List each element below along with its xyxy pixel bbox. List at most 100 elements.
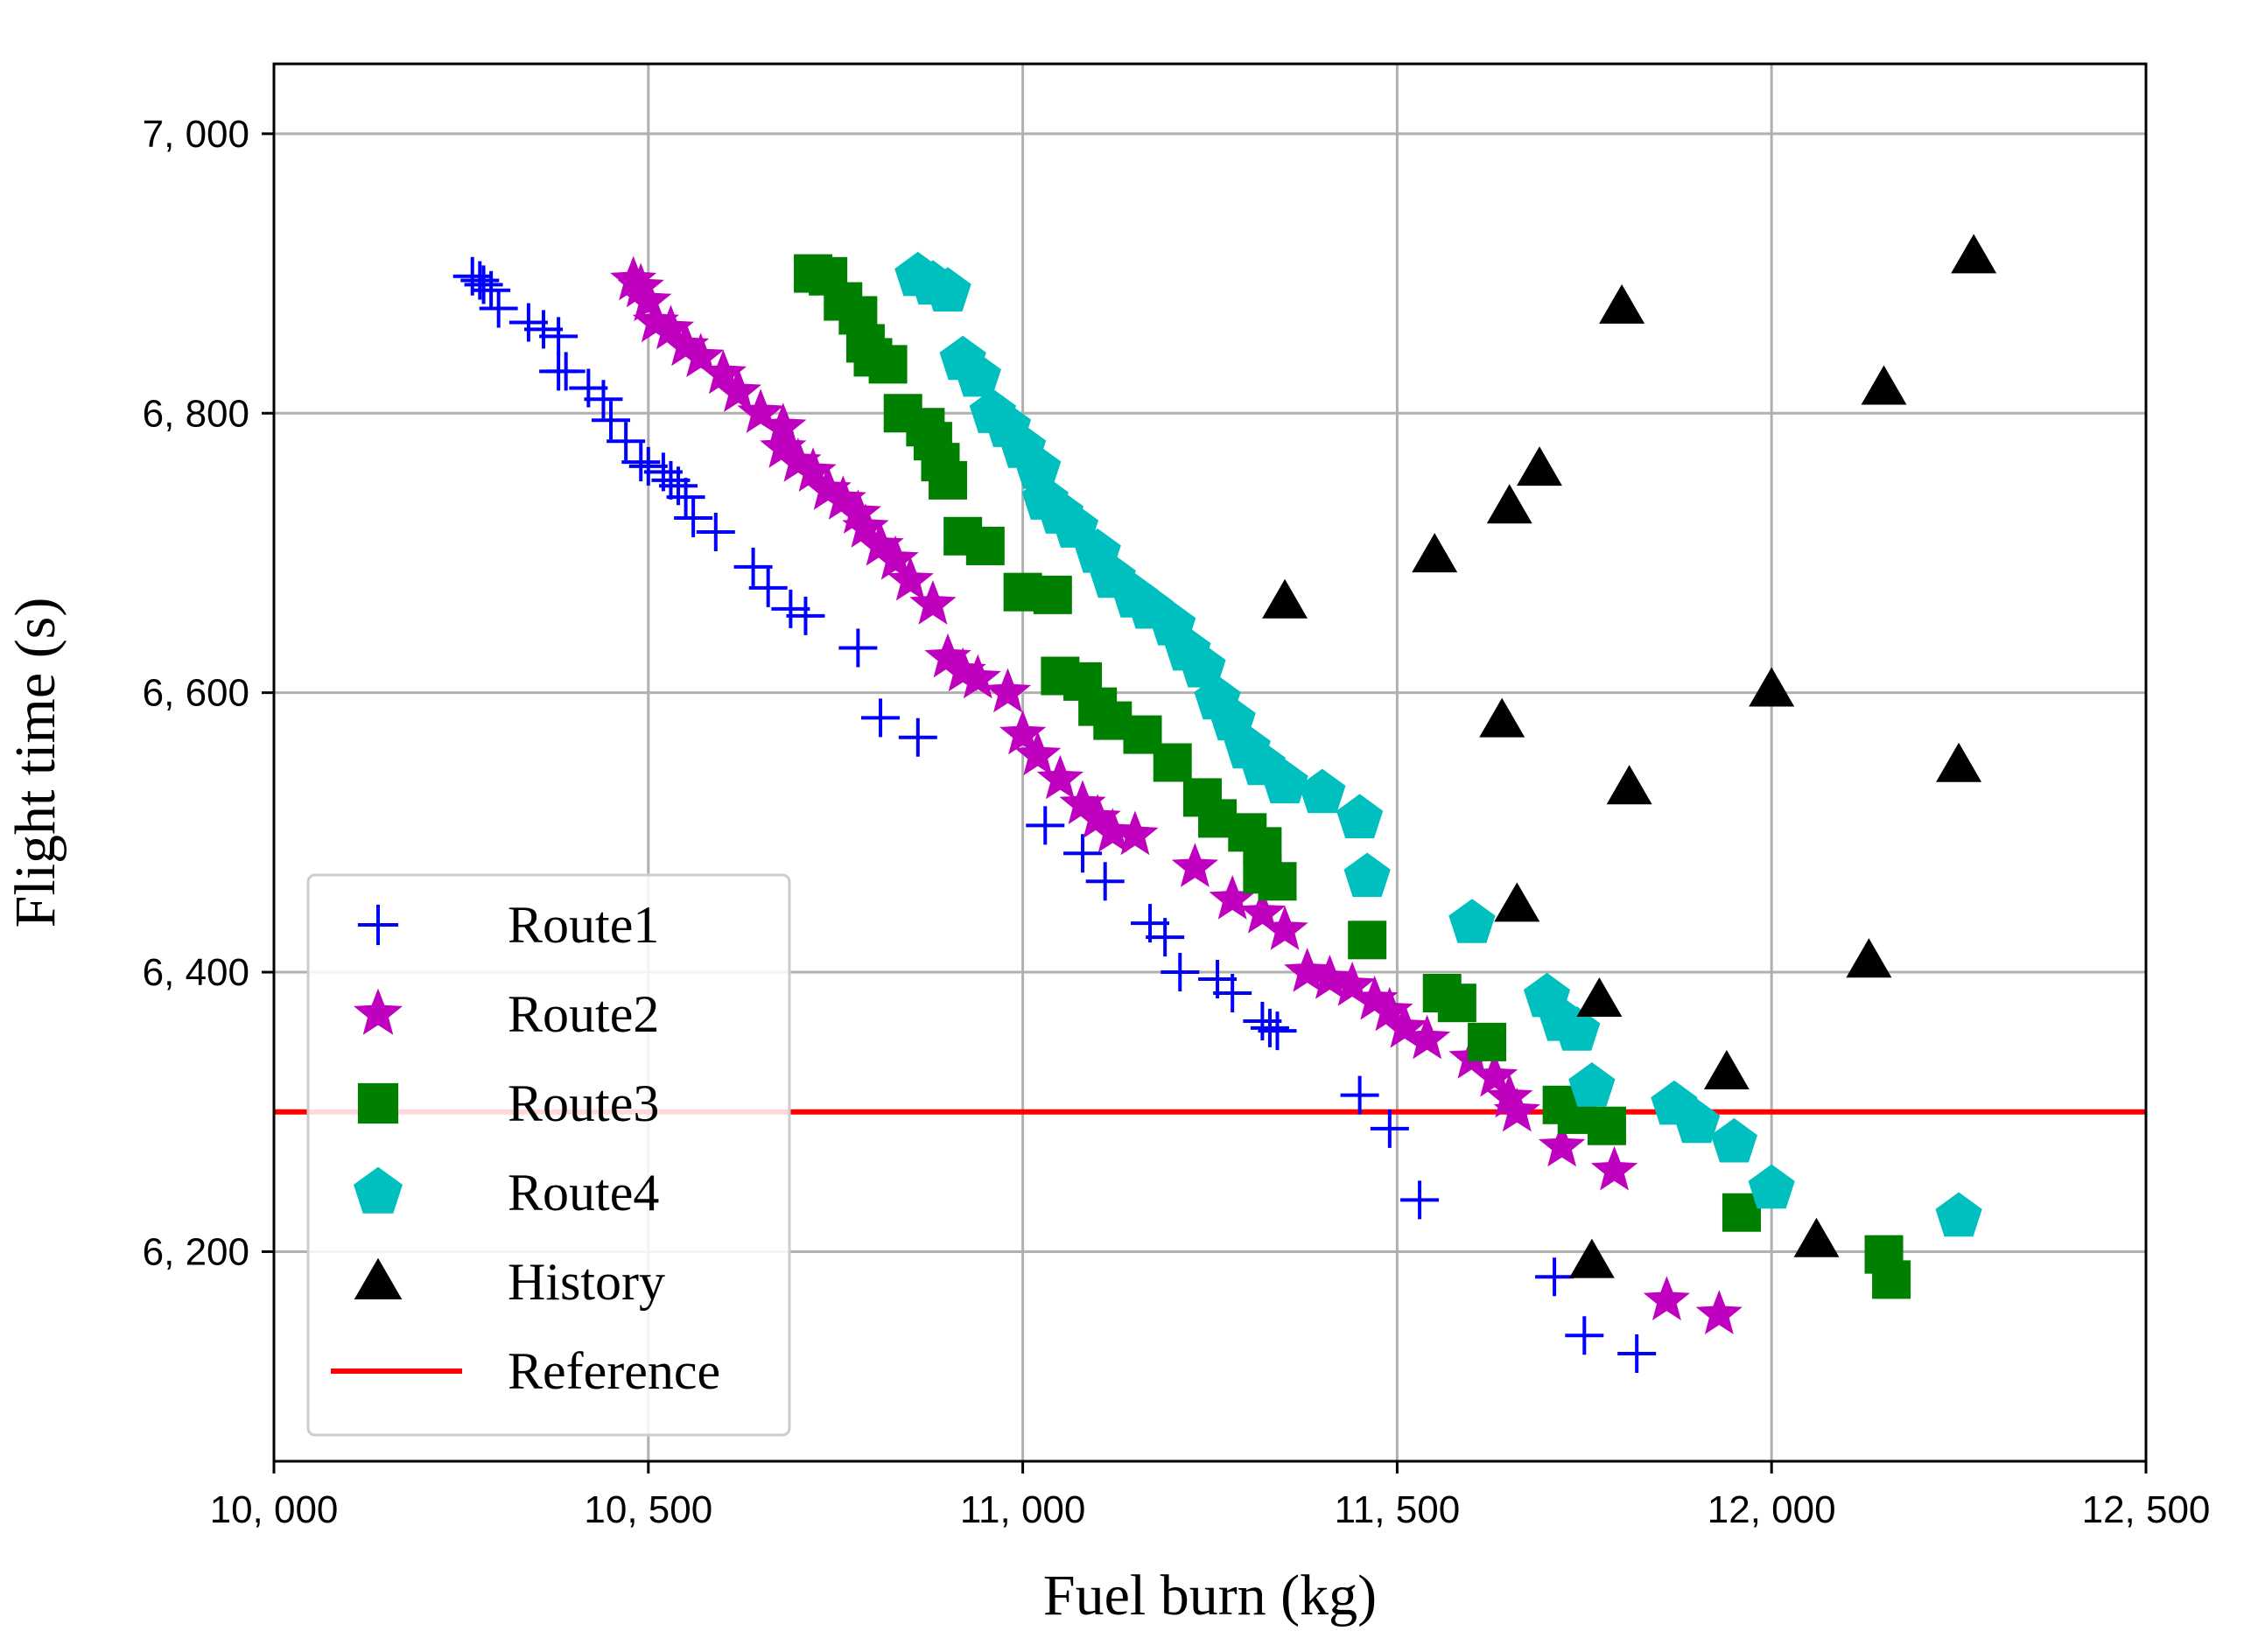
data-point-route2 [909, 580, 957, 625]
data-point-route1 [546, 352, 586, 391]
data-point-route2 [1351, 976, 1399, 1020]
data-point-route1 [1565, 1316, 1604, 1355]
x-tick-label: 10, 500 [584, 1488, 712, 1531]
data-point-route2 [1209, 875, 1256, 920]
x-tick-label: 11, 000 [960, 1488, 1086, 1531]
data-point-route1 [1063, 834, 1103, 873]
legend-label-history: History [508, 1253, 665, 1311]
data-point-route1 [1535, 1257, 1574, 1297]
data-point-route4 [1673, 1098, 1721, 1144]
y-tick-label: 6, 400 [143, 951, 249, 994]
data-point-route1 [1340, 1075, 1379, 1115]
data-point-route2 [647, 304, 695, 350]
data-point-route2 [1238, 889, 1286, 934]
data-point-route2 [632, 298, 679, 343]
legend-label-route2: Route2 [508, 985, 659, 1043]
data-point-route4 [1014, 444, 1062, 489]
data-point-route1 [1243, 1001, 1282, 1040]
data-point-route2 [760, 424, 807, 468]
x-tick-label: 12, 000 [1708, 1488, 1836, 1531]
data-points [452, 234, 1997, 1374]
data-point-route2 [887, 556, 934, 601]
data-point-history [1861, 365, 1907, 405]
data-point-route2 [939, 647, 986, 692]
data-point-route1 [539, 317, 579, 356]
legend: Route1 Route2 Route3 Route4 History Reference [306, 873, 791, 1437]
data-point-route1 [584, 380, 623, 419]
y-axis-title: Flight time (s) [4, 598, 67, 928]
data-point-route1 [651, 460, 691, 500]
data-point-route1 [508, 303, 548, 342]
data-point-route2 [1381, 1003, 1428, 1048]
data-point-route3 [868, 345, 908, 384]
data-point-route1 [524, 310, 564, 349]
data-point-route2 [1284, 948, 1331, 992]
legend-label-route4: Route4 [508, 1164, 659, 1222]
data-point-history [1486, 484, 1532, 524]
legend-label-route3: Route3 [508, 1074, 659, 1132]
data-point-route2 [924, 633, 971, 678]
series-route1 [452, 256, 1657, 1374]
data-point-route2 [1404, 1014, 1451, 1060]
data-point-route4 [1448, 899, 1496, 943]
series-route2 [610, 256, 1743, 1334]
data-point-route1 [1161, 953, 1200, 992]
y-tick-label: 6, 200 [143, 1230, 249, 1273]
data-point-route3 [1872, 1260, 1911, 1299]
data-point-route2 [1306, 955, 1353, 999]
data-point-route2 [617, 262, 664, 308]
data-point-route2 [737, 388, 784, 433]
axis-ticks: 10, 000 10, 500 11, 000 11, 500 12, 000 12, 5… [143, 113, 2211, 1531]
data-point-route2 [1089, 808, 1136, 852]
data-point-route1 [1617, 1334, 1657, 1374]
data-point-route2 [1074, 794, 1121, 838]
data-point-route2 [834, 489, 881, 534]
data-point-route2 [819, 475, 866, 520]
x-axis-title: Fuel burn (kg) [1043, 1564, 1377, 1628]
data-point-history [1262, 578, 1308, 619]
data-point-route3 [965, 526, 1005, 565]
data-point-route2 [1486, 1073, 1533, 1118]
data-point-route3 [1468, 1022, 1507, 1061]
data-point-route1 [1258, 1012, 1297, 1051]
data-point-route2 [1590, 1145, 1638, 1191]
series-history [1262, 234, 1997, 1278]
data-point-route1 [1213, 974, 1252, 1013]
data-point-history [1479, 697, 1525, 738]
data-point-route4 [1299, 768, 1346, 814]
data-point-route1 [748, 568, 788, 607]
data-point-history [1951, 234, 1997, 274]
data-point-history [1703, 1050, 1750, 1089]
data-point-route2 [999, 710, 1047, 755]
data-point-route2 [1643, 1276, 1690, 1320]
data-point-route1 [666, 478, 705, 517]
data-point-route3 [1587, 1106, 1626, 1145]
data-point-history [1517, 446, 1562, 486]
data-point-history [1412, 533, 1458, 573]
data-point-history [1749, 667, 1795, 707]
legend-marker-route4 [354, 1166, 403, 1214]
data-point-route1 [1146, 918, 1185, 957]
data-point-route1 [786, 596, 825, 635]
data-point-route1 [898, 718, 937, 757]
data-point-route1 [1400, 1180, 1440, 1220]
data-point-route1 [1026, 806, 1065, 845]
data-point-route4 [1568, 1062, 1616, 1107]
data-point-route1 [621, 443, 661, 482]
data-point-route2 [1111, 810, 1159, 856]
data-point-route1 [771, 589, 810, 628]
legend-box [306, 873, 791, 1437]
data-point-route3 [929, 460, 968, 500]
data-point-route2 [610, 256, 657, 301]
data-point-route2 [677, 332, 725, 377]
data-point-route4 [1261, 759, 1308, 804]
x-tick-label: 11, 500 [1335, 1488, 1461, 1531]
data-point-route1 [733, 547, 773, 586]
x-tick-label: 10, 000 [210, 1488, 339, 1531]
legend-label-route1: Route1 [508, 896, 659, 954]
data-point-route1 [464, 265, 503, 304]
data-point-history [1846, 938, 1892, 978]
data-point-route1 [628, 446, 668, 486]
data-point-route1 [696, 512, 735, 551]
